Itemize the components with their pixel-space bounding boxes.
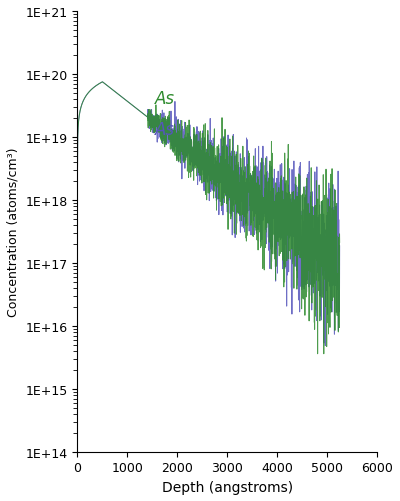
- Text: As: As: [155, 90, 175, 107]
- Y-axis label: Concentration (atoms/cm³): Concentration (atoms/cm³): [7, 147, 20, 317]
- X-axis label: Depth (angstroms): Depth (angstroms): [162, 480, 293, 494]
- Text: As: As: [155, 121, 175, 139]
